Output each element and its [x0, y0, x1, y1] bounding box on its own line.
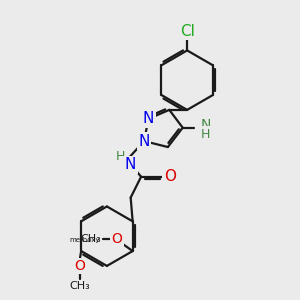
Text: O: O: [112, 232, 122, 246]
Text: O: O: [74, 259, 85, 273]
Text: Cl: Cl: [180, 24, 195, 39]
Text: H: H: [201, 128, 210, 141]
Text: CH₃: CH₃: [81, 234, 101, 244]
Text: N: N: [200, 118, 211, 132]
Text: methoxy: methoxy: [69, 237, 100, 243]
Text: N: N: [143, 111, 154, 126]
Text: O: O: [164, 169, 176, 184]
Text: CH₃: CH₃: [69, 281, 90, 291]
Text: H: H: [116, 150, 125, 163]
Text: N: N: [125, 158, 136, 172]
Text: N: N: [138, 134, 150, 148]
